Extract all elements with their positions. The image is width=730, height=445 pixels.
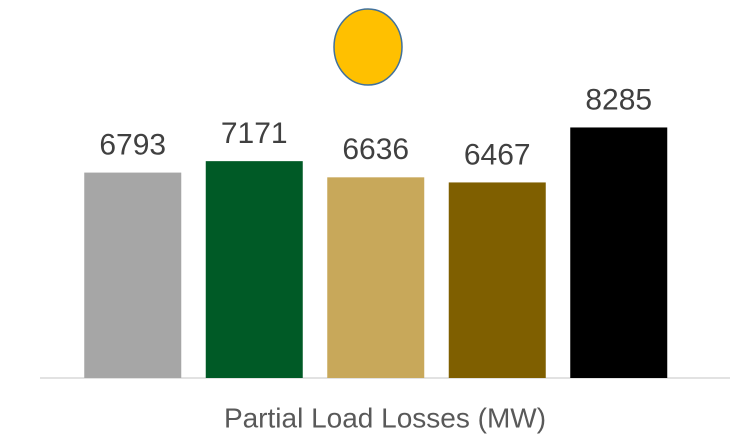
bar <box>327 177 425 378</box>
x-axis-label: Partial Load Losses (MW) <box>224 402 546 433</box>
data-label: 6467 <box>464 138 531 171</box>
sun-icon <box>333 8 403 86</box>
data-label: 8285 <box>585 83 652 116</box>
data-label: 6636 <box>342 133 409 166</box>
bar <box>84 172 182 378</box>
bar <box>205 161 303 378</box>
bar <box>448 182 546 378</box>
bar <box>570 127 668 378</box>
data-label: 6793 <box>99 129 166 162</box>
data-label: 7171 <box>221 117 288 150</box>
